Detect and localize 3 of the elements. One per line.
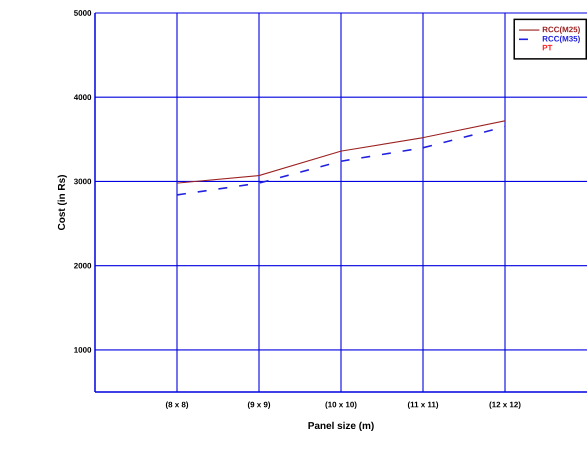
x-axis-title: Panel size (m) <box>308 422 374 432</box>
y-axis-title: Cost (in Rs) <box>58 175 67 230</box>
line-series <box>176 120 506 184</box>
